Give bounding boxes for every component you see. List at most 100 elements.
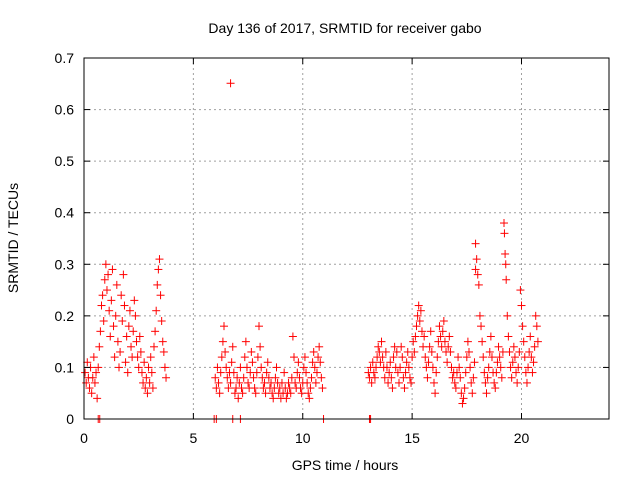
data-point [458,399,467,408]
data-point [235,378,244,387]
data-point [424,358,433,367]
data-point [309,347,318,356]
data-point [417,327,426,336]
data-point [510,353,519,362]
data-point [491,384,500,393]
data-point [477,322,486,331]
y-tick-label: 0.1 [55,359,75,375]
data-point [456,373,465,382]
data-point [444,342,453,351]
data-point [457,389,466,398]
data-point [496,363,505,372]
data-point [487,353,496,362]
data-point [253,353,262,362]
data-point [460,384,469,393]
data-point [123,368,132,377]
data-point [282,394,291,403]
data-point [404,363,413,372]
data-point [452,368,461,377]
data-point [242,363,251,372]
data-point [152,306,161,315]
data-point [111,311,120,320]
data-point [393,368,402,377]
data-point [439,317,448,326]
data-point [468,389,477,398]
data-points [81,79,542,423]
data-point [446,347,455,356]
data-point [214,378,223,387]
data-point [528,368,537,377]
data-point [518,322,527,331]
data-point [430,378,438,387]
data-point [493,358,502,367]
data-point [382,363,391,372]
data-point [131,311,140,320]
data-point [484,363,493,372]
data-point [483,373,492,382]
x-tick-label: 10 [295,430,311,446]
data-point [118,317,127,326]
data-point [293,368,302,377]
data-point [492,368,501,377]
data-point [407,378,416,387]
data-point [440,337,449,346]
data-point [212,384,221,393]
data-point [239,373,248,382]
data-point [522,378,531,387]
data-point [153,280,162,289]
data-point [410,347,419,356]
y-tick-label: 0.5 [55,153,75,169]
data-point [147,368,156,377]
data-point [160,363,169,372]
data-point [252,368,261,377]
data-point [478,337,487,346]
data-point [238,389,247,398]
data-point [223,373,232,382]
data-point [250,384,259,393]
data-point [405,373,414,382]
data-point [461,368,470,377]
data-point [146,353,155,362]
data-point [451,384,460,393]
data-point [158,337,167,346]
data-point [502,275,511,284]
data-point [107,296,116,305]
data-point [310,363,319,372]
data-point [132,337,141,346]
data-point [490,378,499,387]
data-point [388,384,397,393]
data-point [385,368,394,377]
data-point [116,347,125,356]
data-point [459,394,468,403]
data-point [155,255,164,264]
data-point [127,342,136,351]
data-point [241,337,250,346]
data-point [151,327,160,336]
data-point [230,389,239,398]
data-point [506,363,515,372]
data-point [136,347,145,356]
data-point [367,378,376,387]
y-tick-label: 0 [66,411,74,427]
data-point [529,358,538,367]
data-point [374,342,383,351]
data-point [216,368,225,377]
data-point [471,265,480,274]
data-point [408,353,417,362]
data-point [494,342,503,351]
data-point [130,296,139,305]
data-point [105,306,114,315]
data-point [237,384,246,393]
data-point [296,384,305,393]
data-point [121,358,130,367]
data-point [402,358,411,367]
data-point [109,322,118,331]
data-point [472,255,481,264]
data-point [514,363,523,372]
data-point [527,353,536,362]
data-point [290,353,298,362]
data-point [400,384,409,393]
data-point [211,373,220,382]
data-point [381,347,390,356]
